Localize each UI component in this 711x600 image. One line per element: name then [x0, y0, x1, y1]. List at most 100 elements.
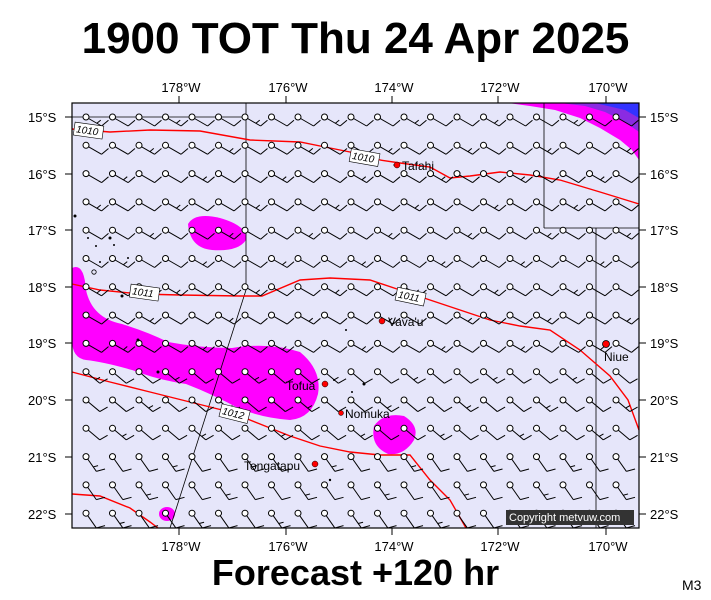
wind-barb	[559, 170, 586, 184]
wind-barb	[586, 141, 613, 155]
map-frame	[71, 102, 640, 529]
wind-barb	[135, 170, 162, 184]
lat-label-left-2: 16°S	[28, 167, 57, 182]
wind-barb	[559, 453, 583, 472]
wind-barb	[109, 198, 136, 212]
wind-barb	[294, 113, 321, 127]
wind-barb	[162, 368, 188, 384]
lat-label-right-8: 22°S	[650, 507, 679, 522]
tongatapu-marker	[311, 460, 319, 468]
wind-barb	[480, 396, 506, 413]
wind-barb	[480, 226, 507, 240]
isobar-label-box-1	[72, 121, 105, 140]
wind-barb	[135, 226, 162, 240]
isobar-label-box-5	[218, 403, 251, 424]
wind-barb	[533, 453, 556, 472]
wind-barb	[427, 453, 450, 472]
wind-barb	[294, 453, 318, 472]
wind-barb	[453, 368, 479, 384]
wind-barb	[480, 198, 507, 212]
wind-barb	[109, 170, 136, 184]
wind-barb	[533, 424, 559, 441]
wind-barb	[612, 198, 639, 212]
wind-barb	[586, 198, 613, 212]
wind-barb	[215, 311, 242, 325]
wind-barb	[533, 339, 560, 353]
wind-barb	[480, 424, 506, 441]
model-label: M3	[682, 577, 702, 593]
wind-barb	[586, 283, 613, 297]
wind-barb	[612, 141, 639, 155]
wind-barb	[347, 481, 371, 501]
wind-barb	[612, 170, 639, 184]
wind-barb	[427, 509, 450, 529]
wind-barb	[586, 170, 613, 184]
place-label-tafahi: Tafahi	[402, 159, 434, 173]
wind-barb	[215, 198, 242, 212]
wind-barb	[188, 339, 215, 353]
wind-barb	[427, 255, 454, 268]
wind-barb	[82, 453, 106, 472]
isobar-label-3: 1011	[131, 286, 154, 300]
wind-barb	[188, 481, 212, 501]
wind-barb	[612, 283, 639, 297]
lon-label-bottom-4: 172°W	[480, 539, 520, 554]
wind-barb	[427, 198, 454, 212]
wind-barb	[135, 113, 162, 127]
wind-barb	[241, 396, 267, 413]
wind-barb	[241, 170, 268, 184]
wind-barb	[559, 113, 586, 127]
wind-barb	[480, 113, 507, 127]
wind-barb	[241, 368, 267, 384]
wind-barb	[135, 255, 162, 268]
precip-heaviest-ne	[595, 103, 639, 118]
wind-barb	[506, 481, 530, 501]
isobar-label-1: 1010	[75, 124, 99, 138]
wind-barb	[480, 509, 503, 529]
wind-barb	[321, 170, 348, 184]
wind-barb	[162, 311, 189, 325]
wind-barb	[135, 368, 161, 384]
wind-barb	[559, 481, 583, 501]
wind-barb	[374, 198, 401, 212]
wind-barb	[162, 396, 188, 413]
wind-barb	[427, 396, 453, 413]
wind-barb	[586, 453, 609, 472]
wind-barb	[427, 424, 453, 441]
wind-barb	[612, 113, 639, 127]
wind-barb	[400, 141, 427, 155]
wind-barb	[374, 396, 400, 413]
wind-barb	[321, 198, 348, 212]
wind-barb	[109, 481, 132, 501]
wind-barb	[321, 396, 347, 413]
wind-barb	[268, 339, 295, 353]
wind-barb	[188, 396, 214, 413]
wind-barb	[294, 481, 318, 501]
wind-barb	[109, 339, 136, 353]
wind-barb	[347, 424, 373, 441]
tofua-marker	[321, 380, 329, 388]
tick-marks	[65, 96, 646, 535]
wind-barb	[188, 141, 215, 155]
wind-barb	[453, 311, 480, 325]
wind-barb	[586, 255, 613, 268]
wind-barb	[188, 255, 215, 268]
wind-barb	[453, 481, 477, 501]
lat-label-left-4: 18°S	[28, 280, 57, 295]
wind-barb	[294, 255, 321, 268]
wind-barb	[427, 141, 454, 155]
wind-barb	[162, 226, 189, 240]
wind-barb	[427, 481, 450, 501]
lon-label-top-1: 178°W	[161, 80, 201, 95]
wind-barb	[506, 255, 533, 268]
place-label-vavau: Vava'u	[388, 315, 423, 329]
wind-barb	[215, 226, 242, 240]
wind-barb	[453, 226, 480, 240]
wind-barb	[559, 339, 586, 353]
wind-barb	[506, 424, 532, 441]
wind-barb	[400, 198, 427, 212]
wind-barb	[294, 198, 321, 212]
wind-barb	[268, 283, 295, 297]
wind-barb	[559, 198, 586, 212]
wind-barb	[612, 368, 638, 384]
